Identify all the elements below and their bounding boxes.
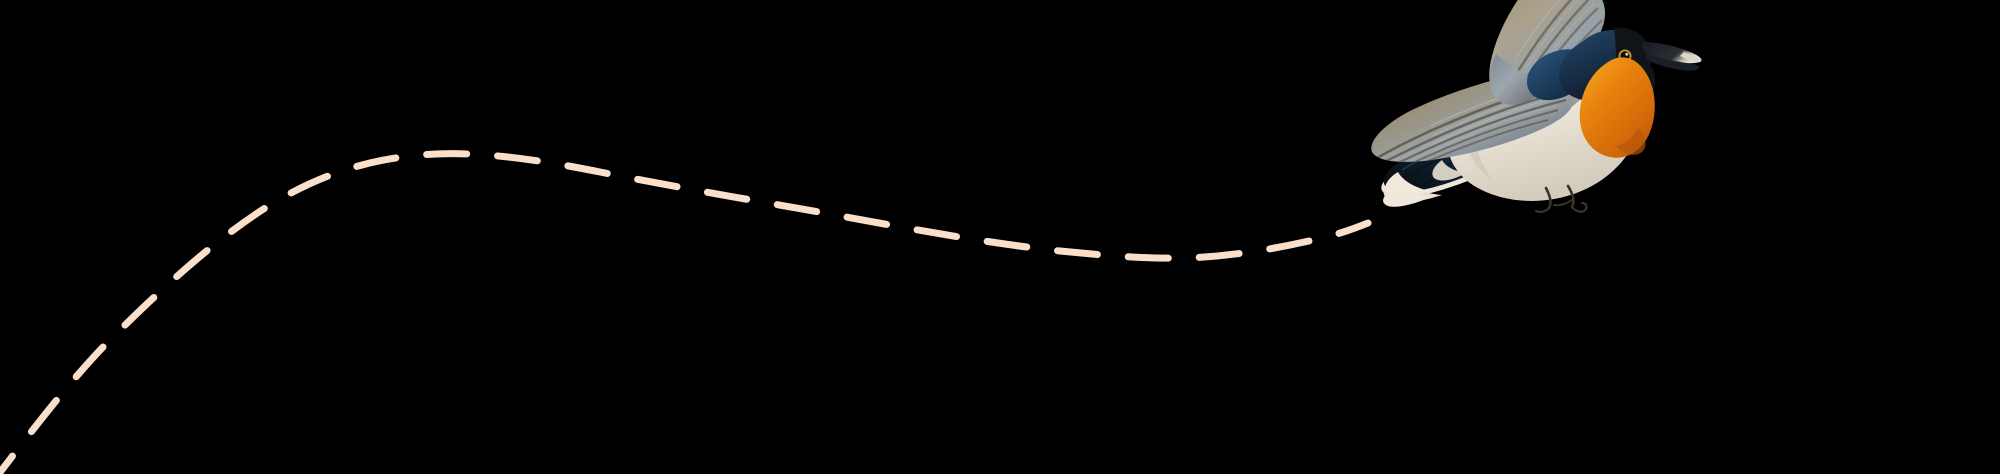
flying-bird-illustration: [1371, 0, 1702, 214]
tail-white-tip-a: [1385, 172, 1430, 198]
bird-throat-breast: [1579, 57, 1655, 158]
beak-pale-tip: [1680, 52, 1700, 62]
dashed-flight-trail: [0, 150, 1372, 474]
bird-upper-wing: [1489, 0, 1605, 105]
bird-feet: [1534, 184, 1588, 214]
tail-streamer-white: [1383, 190, 1436, 207]
tail-white-tip-b: [1432, 160, 1466, 181]
bird-beak-lower: [1645, 54, 1700, 71]
throat-shadow: [1616, 128, 1646, 155]
